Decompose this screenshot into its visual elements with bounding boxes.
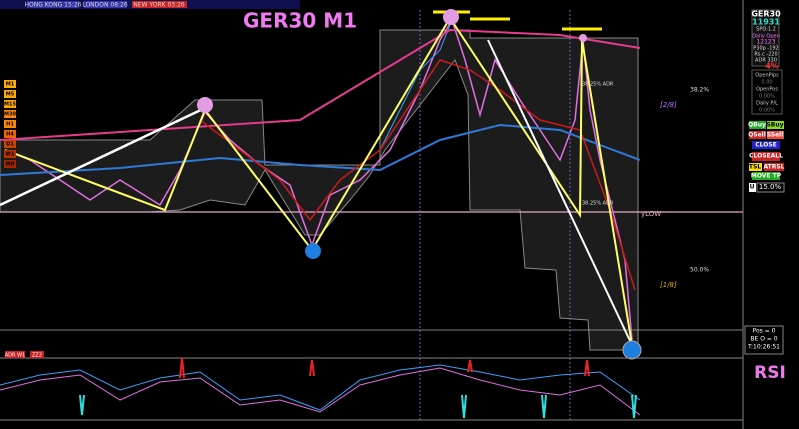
- rsi-line: [0, 367, 641, 416]
- level-label: yLOW: [641, 210, 661, 218]
- button[interactable]: [764, 163, 784, 171]
- panel-symbol: GER30: [751, 10, 781, 19]
- session-label: LONDON 08:26: [82, 2, 128, 9]
- timeframe-button[interactable]: [4, 90, 16, 98]
- zigzag-white: [0, 106, 206, 207]
- button-label[interactable]: QBuy: [748, 122, 766, 129]
- button[interactable]: [749, 163, 762, 171]
- panel-value: 12123: [756, 39, 775, 46]
- zigzag-yellow: [4, 16, 633, 346]
- timeframe-label[interactable]: M5: [6, 92, 15, 98]
- panel-value: P30p -192: [753, 46, 779, 52]
- panel-value: 0.00%: [759, 108, 775, 114]
- status-text: Pos = 0: [753, 328, 776, 335]
- adr-label: 38.25% ADR: [582, 201, 614, 207]
- timeframe-button[interactable]: [4, 120, 16, 128]
- panel-value: 0.00: [761, 80, 772, 86]
- session-box: [27, 1, 79, 8]
- button[interactable]: [749, 183, 756, 192]
- panel-price: 11931: [752, 18, 780, 27]
- adr-label: 38.25% ADR: [582, 82, 614, 88]
- rsi-spike-down: [79, 394, 637, 419]
- panel-value: ADR 330: [755, 58, 777, 64]
- panel-percent: 4%: [765, 62, 779, 71]
- info-panel: [751, 9, 780, 67]
- button[interactable]: [749, 131, 766, 139]
- panel-value: 0.00%: [759, 94, 775, 100]
- timeframe-label[interactable]: H4: [6, 132, 14, 138]
- session-box: [132, 1, 187, 8]
- indicator-tag: ZZ2: [32, 353, 42, 359]
- panel-label: Daily P/L: [756, 101, 778, 107]
- button-label[interactable]: QSell: [748, 132, 766, 139]
- level-label: 50.0%: [690, 267, 709, 274]
- session-label: HONG KONG 15:26: [25, 2, 82, 9]
- status-box: [744, 325, 784, 355]
- pink-ma: [0, 28, 641, 141]
- timeframe-button[interactable]: [4, 130, 16, 138]
- input-box[interactable]: [756, 182, 785, 193]
- swing-dot: [622, 340, 642, 360]
- timeframe-button[interactable]: [4, 110, 16, 118]
- button[interactable]: [767, 121, 784, 129]
- button[interactable]: [749, 121, 766, 129]
- button[interactable]: [752, 152, 780, 161]
- panel-value: Rs.c -220: [754, 52, 777, 58]
- button[interactable]: [752, 172, 780, 180]
- timeframe-label[interactable]: M15: [4, 102, 16, 108]
- panel-label: Daily Open: [752, 34, 780, 40]
- symbol-title: GER30 M1: [243, 9, 357, 33]
- button-label[interactable]: U: [750, 184, 755, 191]
- pl-panel: [751, 69, 783, 115]
- swing-dot: [305, 243, 321, 259]
- button[interactable]: [767, 131, 784, 139]
- level-label: [2/8]: [660, 101, 677, 109]
- panel-label: OpenPips: [755, 73, 779, 79]
- input-value[interactable]: 15.0%: [759, 183, 782, 191]
- panel-label: OpenPos: [756, 87, 778, 93]
- button[interactable]: [752, 141, 780, 149]
- timeframe-button[interactable]: [4, 100, 16, 108]
- rsi-spike-up: [179, 357, 590, 379]
- status-text: BE O = 0: [750, 336, 777, 343]
- timeframe-label[interactable]: D1: [6, 142, 14, 148]
- indicator-title: RSI: [754, 363, 786, 383]
- tag-box: [5, 351, 25, 358]
- timeframe-label[interactable]: MN: [5, 162, 14, 168]
- timeframe-button[interactable]: [4, 160, 16, 168]
- timeframe-label[interactable]: M1: [6, 82, 15, 88]
- swing-dot: [579, 34, 587, 42]
- timeframe-label[interactable]: W1: [6, 152, 16, 158]
- button-label[interactable]: SBuy: [766, 122, 783, 129]
- panel-spread: SPD:1.2: [756, 27, 776, 33]
- zigzag-white: [487, 39, 633, 346]
- swing-dot: [197, 97, 213, 113]
- timeframe-button[interactable]: [4, 150, 16, 158]
- timeframe-label[interactable]: H1: [6, 122, 14, 128]
- button-label[interactable]: MOVE TP: [751, 173, 782, 180]
- session-label: NEW YORK 03:26: [133, 2, 185, 9]
- button-label[interactable]: CLOSEALL: [749, 153, 783, 160]
- swing-dot: [443, 9, 459, 25]
- session-box: [84, 1, 127, 8]
- trade-buttons: QBuy SBuy QSell SSell CLOSE CLOSEALL TSL…: [748, 121, 785, 193]
- indicator-tag: ADR W1: [5, 353, 25, 359]
- level-label: [1/8]: [660, 281, 677, 289]
- button-label[interactable]: TSL: [749, 164, 761, 171]
- status-text: T:10:26:51: [747, 344, 780, 351]
- button-label[interactable]: ATRSL: [763, 164, 784, 171]
- rsi-signal: [0, 364, 641, 411]
- button-label[interactable]: SSell: [767, 132, 784, 139]
- timeframe-button[interactable]: [4, 80, 16, 88]
- timeframe-button[interactable]: [4, 140, 16, 148]
- tag-box: [30, 351, 44, 358]
- timeframe-label[interactable]: M30: [4, 112, 16, 118]
- level-label: 38.2%: [690, 87, 709, 94]
- button-label[interactable]: CLOSE: [755, 142, 777, 149]
